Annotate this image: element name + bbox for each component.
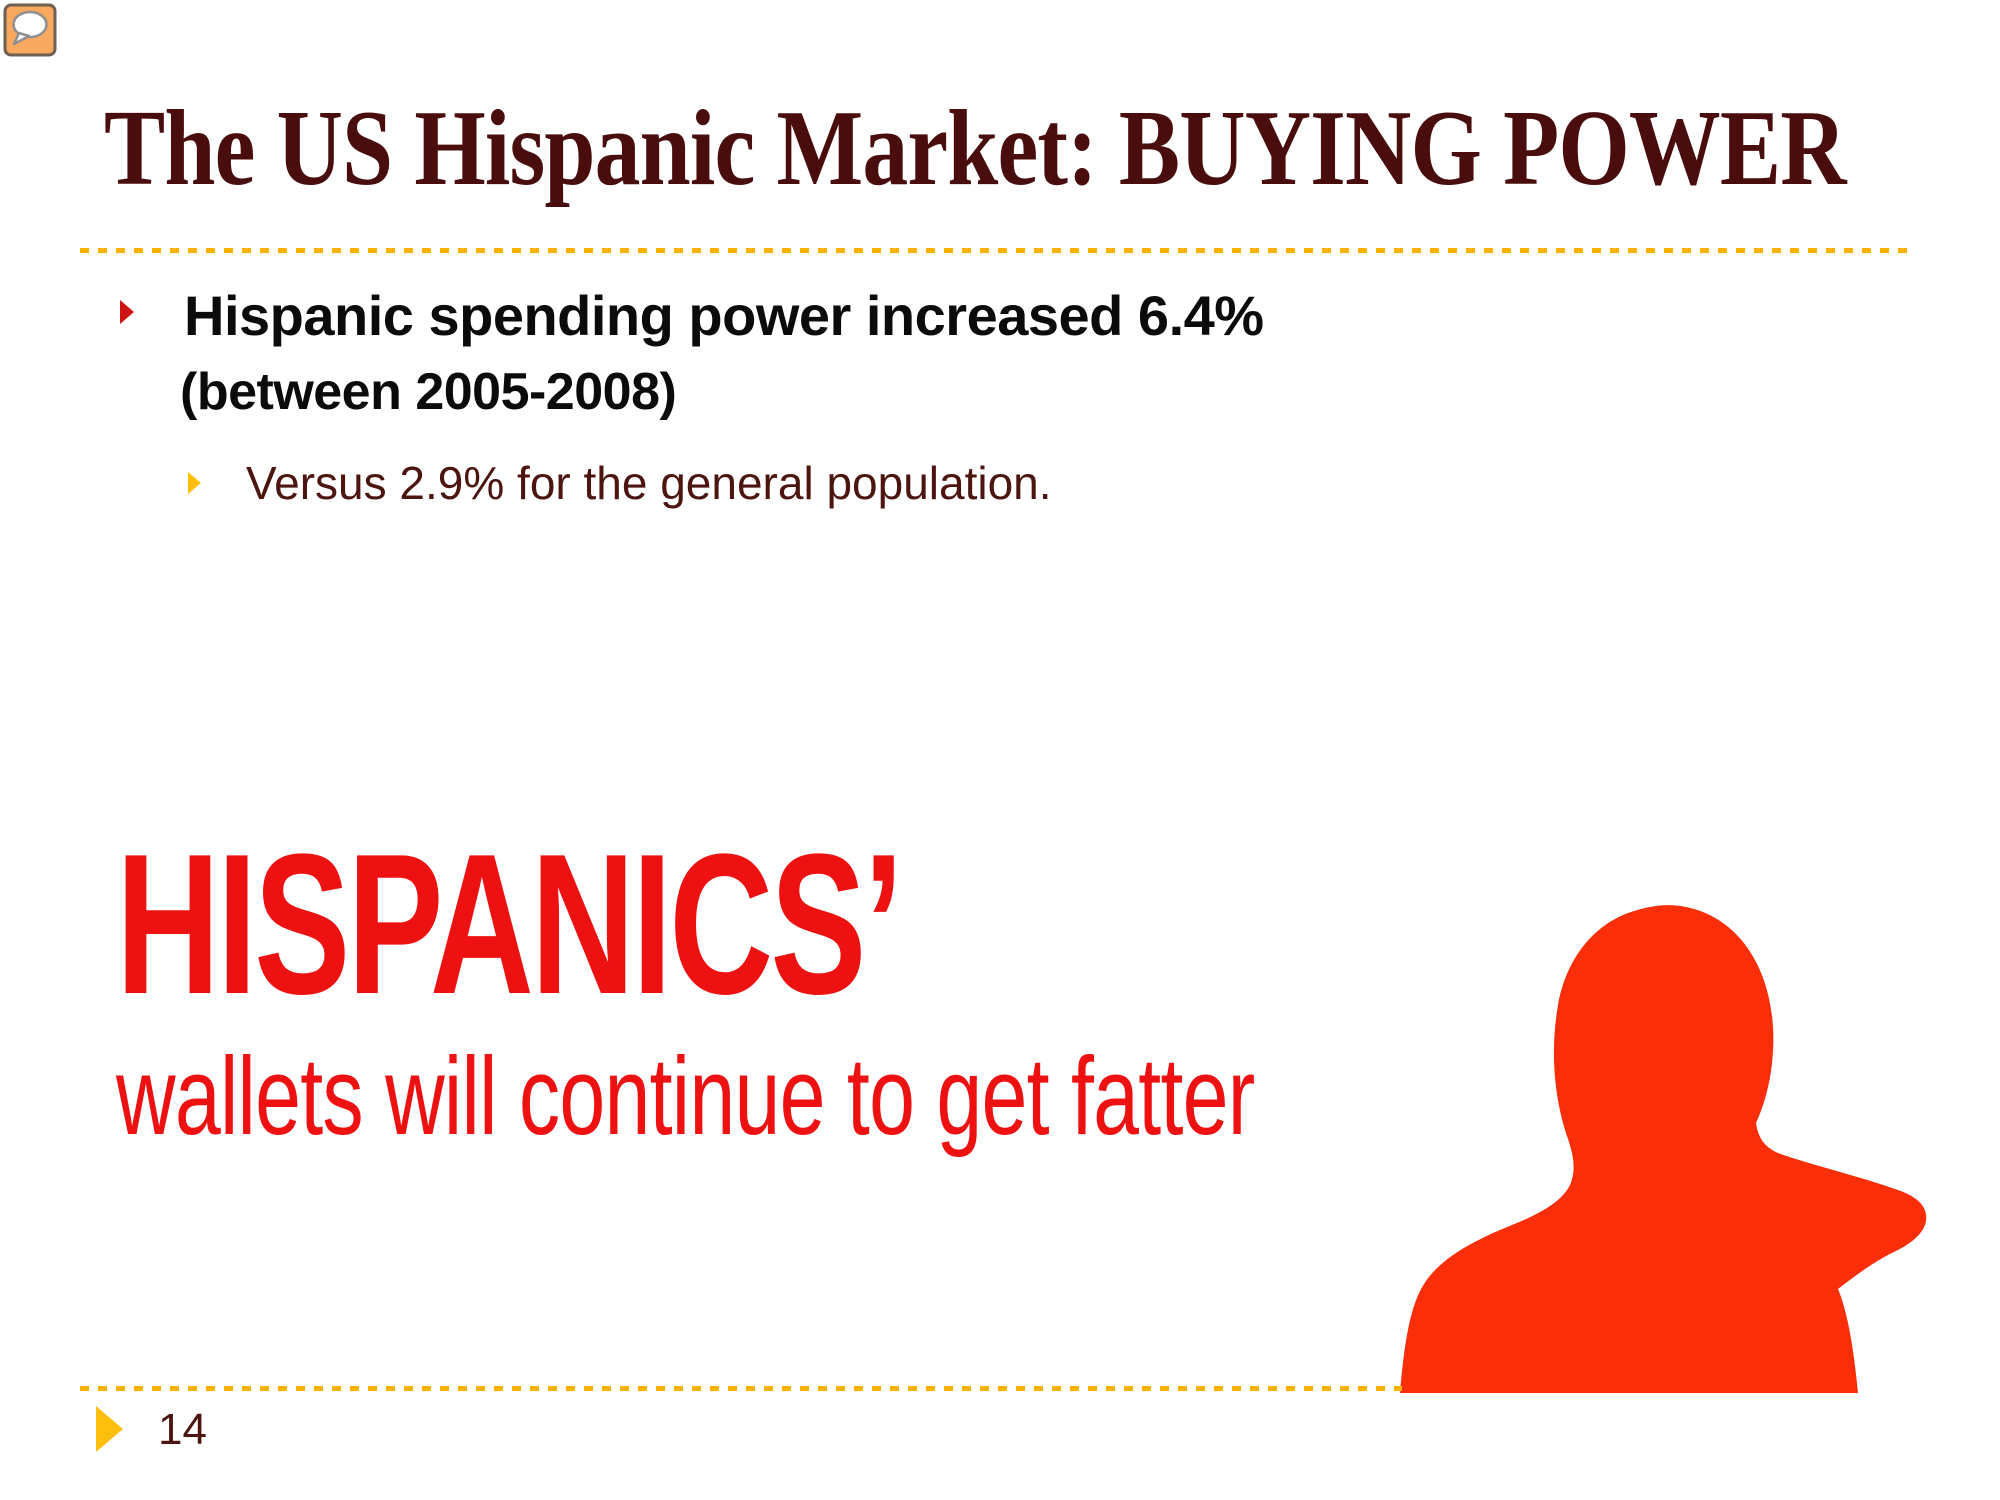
bullet-triangle-icon	[120, 300, 134, 324]
slide-number-arrow-icon	[96, 1406, 123, 1452]
sub-bullet-triangle-icon	[188, 472, 201, 494]
comment-indicator-icon[interactable]	[3, 3, 57, 57]
statement-line1: HISPANICS’	[116, 813, 904, 1036]
page-title: The US Hispanic Market: BUYING POWER	[104, 89, 1847, 208]
title-divider	[80, 248, 1910, 253]
person-silhouette-icon	[1398, 903, 1930, 1393]
footer-divider	[80, 1386, 1402, 1391]
bullet-level1-line1: Hispanic spending power increased 6.4%	[184, 284, 1264, 347]
bullet-level2-text: Versus 2.9% for the general population.	[246, 457, 1052, 509]
statement-line2: wallets will continue to get fatter	[116, 1035, 1255, 1158]
slide-number: 14	[158, 1405, 207, 1454]
bullet-level1-line2: (between 2005-2008)	[180, 363, 677, 421]
